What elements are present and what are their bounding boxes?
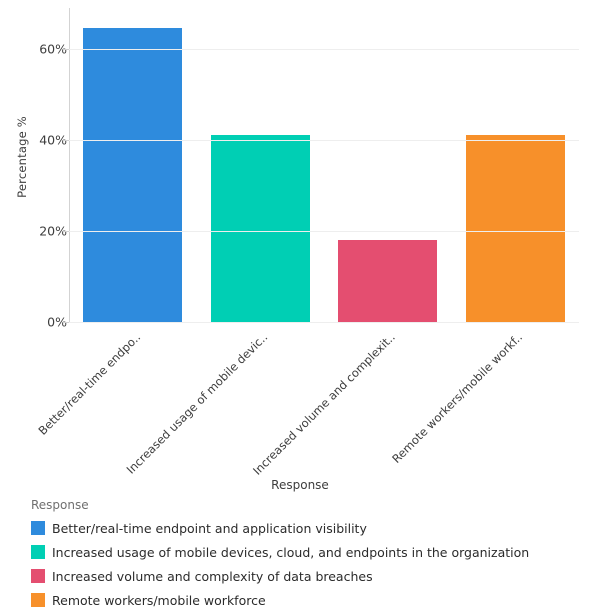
x-axis-tick-labels: Better/real-time endpo.. Increased usage …	[0, 322, 600, 478]
legend-item-label: Better/real-time endpoint and applicatio…	[52, 520, 367, 536]
legend-swatch-icon	[31, 593, 45, 607]
gridline	[69, 48, 579, 50]
gridline	[69, 322, 579, 323]
bar[interactable]	[210, 134, 310, 322]
bar[interactable]	[465, 134, 565, 322]
x-tick-label: Increased volume and complexit..	[249, 330, 398, 478]
bar[interactable]	[83, 28, 183, 322]
x-tick-label: Remote workers/mobile workf..	[389, 330, 526, 466]
y-tick-label: 0%	[47, 314, 67, 330]
plot-area: Percentage % 0% 20% 40% 60%	[15, 0, 579, 330]
legend-item-label: Increased volume and complexity of data …	[52, 568, 373, 584]
bar[interactable]	[338, 240, 438, 322]
y-tick-label: 60%	[39, 41, 67, 57]
legend-title: Response	[31, 498, 89, 512]
x-axis-title: Response	[271, 478, 329, 492]
y-tick-label: 20%	[39, 223, 67, 239]
y-tick-mark	[63, 322, 69, 323]
y-tick-mark	[63, 48, 69, 50]
y-axis-line	[69, 8, 70, 322]
y-tick-mark	[63, 139, 69, 141]
y-tick-label: 40%	[39, 132, 67, 148]
legend: Response Better/real-time endpoint and a…	[31, 498, 591, 614]
legend-item[interactable]: Remote workers/mobile workforce	[31, 590, 266, 610]
gridline	[69, 230, 579, 232]
gridline	[69, 139, 579, 141]
y-tick-mark	[63, 230, 69, 232]
legend-item-label: Remote workers/mobile workforce	[52, 592, 266, 608]
legend-swatch-icon	[31, 545, 45, 559]
legend-swatch-icon	[31, 569, 45, 583]
x-tick-label: Better/real-time endpo..	[35, 330, 144, 438]
legend-items: Better/real-time endpoint and applicatio…	[31, 518, 591, 614]
legend-item[interactable]: Increased volume and complexity of data …	[31, 566, 373, 586]
y-axis-ticks: 0% 20% 40% 60%	[17, 0, 67, 330]
legend-item[interactable]: Better/real-time endpoint and applicatio…	[31, 518, 367, 538]
legend-item-label: Increased usage of mobile devices, cloud…	[52, 544, 530, 560]
legend-swatch-icon	[31, 521, 45, 535]
x-tick-label: Increased usage of mobile devic..	[123, 330, 271, 477]
bar-series	[69, 0, 579, 322]
legend-item[interactable]: Increased usage of mobile devices, cloud…	[31, 542, 529, 562]
